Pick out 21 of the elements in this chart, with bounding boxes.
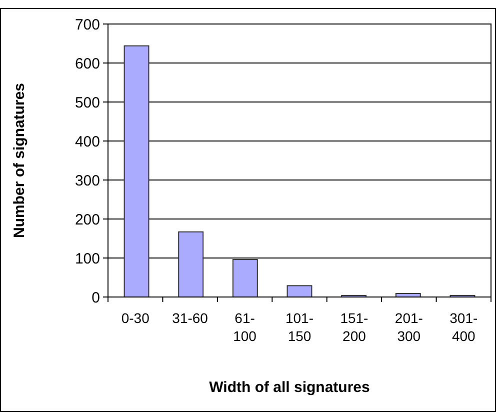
y-axis-title: Number of signatures (11, 82, 28, 238)
bar (178, 231, 204, 298)
y-tick-label: 600 (74, 55, 100, 72)
x-tick-label: 151-200 (340, 310, 369, 344)
bar (232, 259, 258, 298)
x-tick-label: 31-60 (172, 310, 208, 326)
y-tick-label: 500 (74, 94, 100, 112)
y-tick-label: 700 (74, 16, 100, 34)
y-tick-label: 300 (74, 172, 100, 190)
y-tick-label: 100 (74, 250, 100, 268)
bar (124, 45, 150, 298)
x-axis-title: Width of all signatures (209, 379, 370, 396)
x-tick-label: 301-400 (450, 310, 478, 344)
x-tick-label: 201-300 (394, 310, 424, 344)
y-tick-label: 200 (74, 211, 100, 228)
x-tick-label: 0-30 (121, 310, 150, 326)
x-tick-label: 101-150 (285, 310, 314, 344)
y-tick-label: 400 (74, 133, 100, 150)
y-tick-label: 0 (92, 289, 100, 306)
x-tick-label: 61-100 (233, 310, 257, 344)
bar (286, 285, 312, 298)
